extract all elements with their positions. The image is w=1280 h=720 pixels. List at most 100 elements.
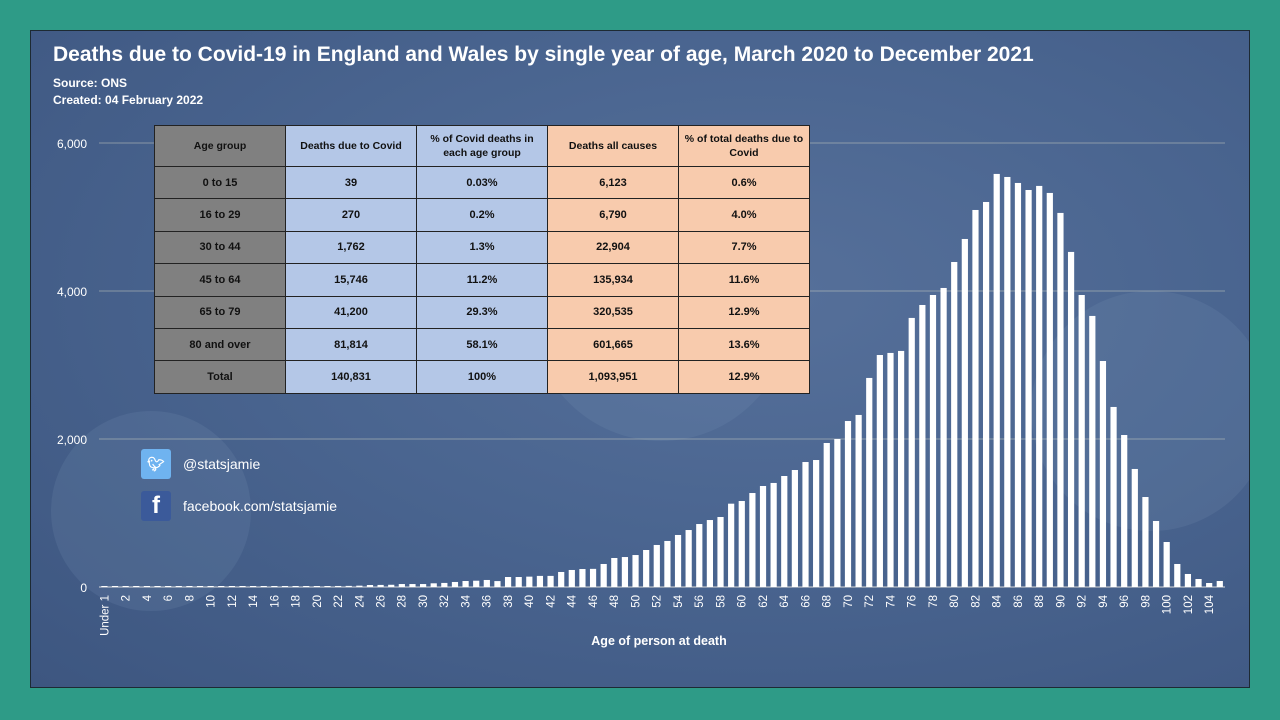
bar-age-47 (600, 563, 607, 587)
bar-age-84 (993, 173, 1000, 587)
bar-age-30 (419, 584, 427, 587)
table-cell: 45 to 64 (154, 263, 286, 297)
bar-age-4 (143, 586, 151, 587)
bar-age-69 (834, 439, 841, 587)
x-tick-label: 104 (1204, 594, 1216, 614)
bar-age-88 (1036, 185, 1043, 588)
bar-age-33 (451, 581, 459, 587)
x-tick-label: 4 (142, 594, 154, 601)
table-cell: Deaths all causes (547, 125, 679, 167)
table-cell: 11.2% (416, 263, 548, 297)
background-virus-shape (1031, 291, 1249, 531)
x-tick-label: 12 (227, 595, 239, 608)
table-cell: 320,535 (547, 295, 679, 329)
table-cell: % of Covid deaths in each age group (416, 125, 548, 167)
bar-age-36 (483, 579, 490, 587)
x-tick-label: 82 (970, 595, 982, 608)
bar-age-81 (961, 238, 968, 587)
bar-age-8 (186, 586, 193, 587)
facebook-f-icon: f (141, 491, 171, 521)
x-tick-label: 16 (269, 595, 281, 608)
y-tick-label: 2,000 (57, 433, 87, 447)
table-cell: 6,123 (547, 165, 679, 200)
table-cell: 100% (416, 360, 548, 394)
facebook-page[interactable]: f facebook.com/statsjamie (141, 491, 337, 521)
bar-age-70 (844, 421, 852, 587)
bar-age-12 (228, 586, 235, 587)
x-tick-label: 42 (545, 595, 557, 608)
x-tick-label: 62 (758, 595, 770, 608)
bar-age-40 (526, 576, 533, 587)
bar-age-5 (154, 586, 161, 587)
bar-age-94 (1099, 361, 1107, 587)
table-row: 45 to 64 15,746 11.2% 135,934 11.6% (154, 263, 810, 297)
bar-age-56 (696, 524, 703, 587)
bar-age-64 (781, 476, 788, 587)
bar-age-57 (706, 520, 714, 587)
bar-age-87 (1025, 189, 1032, 588)
y-tick-label: 6,000 (57, 137, 87, 151)
bar-age-77 (919, 304, 926, 587)
bar-age-61 (749, 493, 756, 587)
x-tick-label: 30 (418, 595, 430, 608)
bar-age-89 (1046, 192, 1053, 587)
table-cell: 13.6% (678, 327, 810, 362)
bar-age-45 (579, 569, 586, 587)
table-cell: 65 to 79 (154, 295, 286, 329)
bar-age-80 (951, 261, 958, 587)
table-cell: 80 and over (154, 327, 286, 362)
bar-age-2 (122, 586, 129, 587)
bar-age-under-1 (101, 586, 108, 587)
bar-age-72 (866, 377, 873, 587)
table-cell: 601,665 (547, 327, 679, 362)
source-note: Source: ONS (53, 76, 128, 90)
bar-age-95 (1110, 406, 1117, 587)
x-tick-label: 58 (715, 595, 727, 608)
bar-age-59 (728, 503, 735, 587)
bar-age-71 (855, 414, 862, 587)
table-row: 80 and over 81,814 58.1% 601,665 13.6% (154, 327, 810, 362)
bar-age-98 (1142, 497, 1149, 587)
x-tick-label: 100 (1162, 595, 1174, 614)
x-tick-label: 6 (163, 595, 175, 601)
bar-age-103 (1195, 579, 1202, 587)
x-tick-label: 68 (822, 595, 834, 608)
bar-age-18 (292, 586, 299, 587)
x-tick-label: 94 (1098, 594, 1110, 607)
bar-age-104 (1206, 583, 1213, 587)
table-cell: 4.0% (678, 198, 810, 232)
x-tick-label: 74 (885, 594, 897, 607)
chart-frame: Deaths due to Covid-19 in England and Wa… (30, 30, 1250, 688)
table-cell: % of total deaths due to Covid (678, 125, 810, 167)
table-cell: 135,934 (547, 263, 679, 297)
x-tick-label: 48 (609, 595, 621, 608)
x-tick-label: 78 (928, 595, 940, 608)
bar-age-6 (165, 586, 172, 587)
bar-age-42 (547, 575, 554, 587)
bar-age-97 (1131, 468, 1138, 587)
x-tick-label: 86 (1013, 595, 1025, 608)
bar-age-100 (1163, 542, 1170, 587)
x-tick-label: 56 (694, 595, 706, 608)
bar-age-28 (398, 584, 405, 587)
bar-age-83 (982, 201, 990, 587)
table-cell: 15,746 (285, 263, 417, 297)
bar-age-82 (972, 209, 979, 587)
twitter-handle[interactable]: 🐦︎ @statsjamie (141, 449, 260, 479)
bar-age-78 (929, 294, 937, 587)
x-tick-label: 64 (779, 594, 791, 607)
bar-age-96 (1121, 435, 1128, 587)
bar-age-16 (271, 586, 278, 587)
x-tick-label: 70 (843, 595, 855, 608)
table-cell: 41,200 (285, 295, 417, 329)
x-tick-label: 28 (397, 595, 409, 608)
bar-age-11 (218, 586, 225, 587)
y-tick-label: 4,000 (57, 285, 87, 299)
table-cell: Deaths due to Covid (285, 125, 417, 167)
bar-age-54 (674, 534, 682, 587)
x-tick-label: 92 (1077, 595, 1089, 608)
x-tick-label: 24 (354, 594, 366, 607)
x-tick-label: Under 1 (99, 595, 111, 636)
bar-age-34 (462, 581, 469, 587)
